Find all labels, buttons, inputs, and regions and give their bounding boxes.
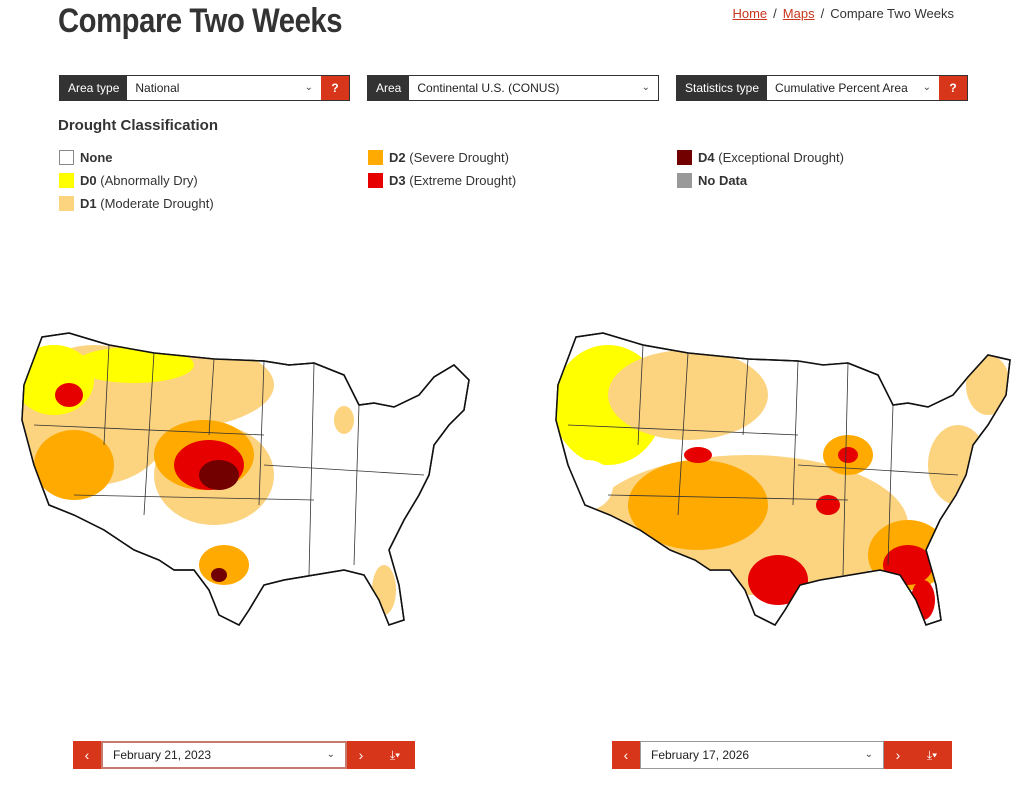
- download-button-right[interactable]: ⤓▾: [912, 741, 952, 769]
- area-select[interactable]: Continental U.S. (CONUS) ⌄: [409, 76, 658, 100]
- statistics-type-label: Statistics type: [677, 76, 768, 100]
- drought-map-right: [555, 332, 1011, 626]
- area-type-label: Area type: [60, 76, 128, 100]
- next-week-button-left[interactable]: ›: [347, 741, 375, 769]
- chevron-down-icon: ⌄: [326, 749, 335, 760]
- legend-swatch-d3: [368, 173, 383, 188]
- date-value-right: February 17, 2026: [651, 748, 750, 762]
- chevron-down-icon: ⌄: [922, 82, 931, 93]
- date-selector-left: ‹ February 21, 2023 ⌄ › ⤓▾: [73, 741, 415, 769]
- breadcrumb: Home / Maps / Compare Two Weeks: [732, 6, 954, 21]
- legend-swatch-no-data: [677, 173, 692, 188]
- date-value-left: February 21, 2023: [113, 748, 212, 762]
- legend-swatch-d0: [59, 173, 74, 188]
- area-type-value: National: [135, 81, 180, 95]
- download-button-left[interactable]: ⤓▾: [375, 741, 415, 769]
- chevron-down-icon: ⌄: [304, 82, 313, 93]
- legend-item-no-data: No Data: [677, 173, 747, 188]
- date-select-right[interactable]: February 17, 2026 ⌄: [640, 741, 884, 769]
- area-value: Continental U.S. (CONUS): [417, 81, 560, 95]
- breadcrumb-home-link[interactable]: Home: [732, 6, 768, 21]
- breadcrumb-current: Compare Two Weeks: [830, 6, 954, 21]
- legend-item-d1: D1 (Moderate Drought): [59, 196, 214, 211]
- legend-item-none: None: [59, 150, 113, 165]
- legend-title: Drought Classification: [58, 117, 219, 134]
- statistics-type-select[interactable]: Cumulative Percent Area ⌄: [767, 76, 939, 100]
- page-title: Compare Two Weeks: [58, 2, 343, 40]
- statistics-type-help-button[interactable]: ?: [939, 76, 967, 100]
- legend-swatch-d2: [368, 150, 383, 165]
- legend-swatch-d1: [59, 196, 74, 211]
- legend-item-d3: D3 (Extreme Drought): [368, 173, 516, 188]
- next-week-button-right[interactable]: ›: [884, 741, 912, 769]
- area-filter: Area Continental U.S. (CONUS) ⌄: [367, 75, 659, 101]
- area-label: Area: [368, 76, 410, 100]
- date-selector-right: ‹ February 17, 2026 ⌄ › ⤓▾: [612, 741, 952, 769]
- date-select-left[interactable]: February 21, 2023 ⌄: [101, 741, 347, 769]
- prev-week-button-right[interactable]: ‹: [612, 741, 640, 769]
- legend-item-d2: D2 (Severe Drought): [368, 150, 509, 165]
- prev-week-button-left[interactable]: ‹: [73, 741, 101, 769]
- chevron-down-icon: ⌄: [641, 82, 650, 93]
- area-type-help-button[interactable]: ?: [321, 76, 349, 100]
- legend-swatch-none: [59, 150, 74, 165]
- chevron-down-icon: ⌄: [864, 749, 873, 760]
- drought-map-left: [21, 332, 470, 626]
- statistics-type-value: Cumulative Percent Area: [775, 81, 908, 95]
- area-type-filter: Area type National ⌄ ?: [59, 75, 350, 101]
- area-type-select[interactable]: National ⌄: [127, 76, 321, 100]
- statistics-type-filter: Statistics type Cumulative Percent Area …: [676, 75, 968, 101]
- legend-swatch-d4: [677, 150, 692, 165]
- breadcrumb-maps-link[interactable]: Maps: [782, 6, 815, 21]
- legend-item-d4: D4 (Exceptional Drought): [677, 150, 844, 165]
- legend-item-d0: D0 (Abnormally Dry): [59, 173, 198, 188]
